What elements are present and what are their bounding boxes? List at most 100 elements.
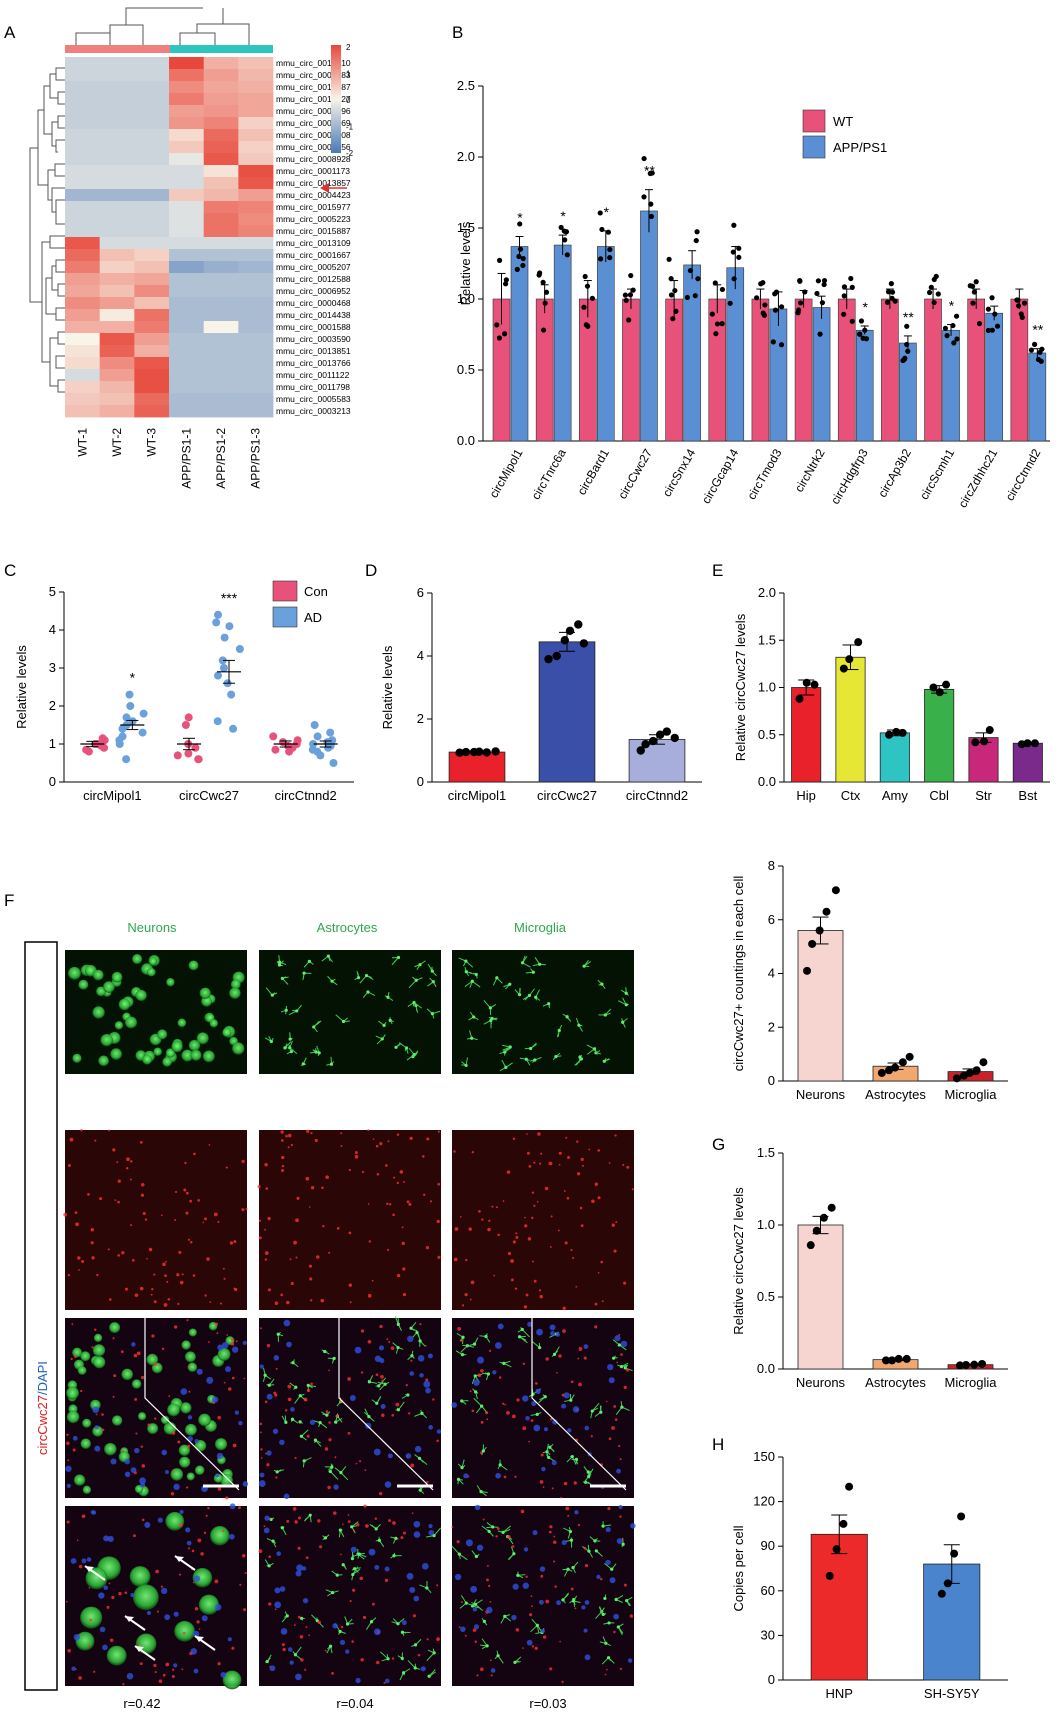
cell-body	[133, 1584, 159, 1611]
rna-signal	[553, 1535, 556, 1538]
cell-body	[214, 1438, 228, 1451]
heatmap-cell	[238, 69, 274, 82]
data-point	[494, 322, 500, 328]
rna-signal	[274, 1608, 277, 1611]
glial-soma	[332, 1356, 336, 1361]
bar	[924, 298, 942, 442]
rna-signal	[367, 1339, 372, 1344]
data-point	[736, 254, 742, 260]
rna-signal	[214, 1579, 219, 1584]
rna-signal	[616, 1361, 619, 1364]
dapi-nucleus	[349, 1395, 356, 1402]
rna-signal	[359, 1460, 362, 1463]
rna-signal	[146, 1257, 148, 1260]
rna-signal	[155, 1569, 159, 1574]
dapi-nucleus	[605, 1527, 611, 1533]
rna-signal	[391, 1413, 395, 1417]
cell-body	[165, 1511, 185, 1531]
rna-signal	[549, 1525, 553, 1529]
bar	[683, 264, 701, 442]
rna-signal	[130, 1224, 133, 1227]
rna-signal	[396, 1273, 401, 1278]
rna-signal	[474, 1640, 477, 1643]
inset-outline	[144, 1318, 240, 1491]
heatmap-cell	[134, 105, 170, 118]
rna-signal	[496, 1527, 500, 1531]
data-point	[126, 702, 135, 710]
heatmap-cell	[238, 369, 274, 382]
rna-signal	[386, 1202, 389, 1206]
cell-body	[82, 1485, 92, 1495]
data-point	[933, 273, 939, 279]
dapi-nucleus	[540, 1628, 545, 1634]
data-point	[943, 1579, 952, 1588]
bar	[769, 308, 788, 442]
x-tick-label: Ctx	[841, 788, 861, 803]
glial-soma	[313, 1438, 318, 1442]
rna-signal	[540, 1152, 543, 1155]
rna-signal	[479, 1667, 484, 1672]
micrograph-tile	[452, 950, 634, 1074]
rna-signal	[266, 1343, 271, 1348]
glial-soma	[432, 1533, 436, 1538]
heatmap-cell	[65, 117, 101, 130]
dapi-nucleus	[164, 1470, 169, 1475]
rna-signal	[258, 1549, 263, 1554]
data-point	[887, 1356, 896, 1365]
dapi-nucleus	[130, 1593, 135, 1598]
heatmap-cell	[169, 213, 205, 226]
glial-soma	[470, 979, 474, 983]
rna-signal	[260, 1431, 262, 1434]
glial-soma	[410, 1354, 414, 1358]
glial-soma	[323, 1349, 327, 1354]
heatmap-cell	[203, 273, 239, 286]
data-point	[329, 759, 338, 767]
data-point	[821, 281, 827, 288]
y-tick-label: 1.5	[457, 220, 475, 235]
rna-signal	[229, 1241, 234, 1245]
glial-soma	[571, 1566, 575, 1570]
rna-signal	[264, 1251, 269, 1256]
rna-signal	[66, 1433, 69, 1436]
data-point	[736, 245, 742, 251]
rna-signal	[360, 1371, 364, 1374]
rna-signal	[162, 1673, 166, 1677]
rna-signal	[257, 1185, 261, 1189]
rna-signal	[562, 1329, 566, 1333]
glial-soma	[502, 1361, 506, 1365]
heatmap-cell	[65, 357, 101, 370]
row-label: mmu_circ_0003213	[276, 406, 351, 416]
dapi-nucleus	[421, 1562, 429, 1570]
rna-signal	[139, 1662, 143, 1666]
panel-label-e: E	[712, 561, 723, 580]
bar	[535, 298, 554, 442]
glial-soma	[394, 1045, 398, 1049]
bar	[835, 656, 866, 783]
rna-signal	[432, 1398, 435, 1401]
rna-signal	[495, 1535, 498, 1538]
data-point	[862, 327, 868, 333]
data-point	[214, 610, 223, 619]
rna-signal	[356, 1523, 360, 1527]
glial-soma	[538, 962, 542, 966]
glial-soma	[501, 1530, 505, 1534]
heatmap-cell	[99, 141, 135, 154]
heatmap-cell	[238, 237, 274, 250]
heatmap-cell	[65, 249, 101, 262]
rna-signal	[549, 1667, 553, 1671]
dapi-nucleus	[374, 1564, 380, 1570]
rna-signal	[458, 1626, 461, 1629]
glial-soma	[293, 1653, 298, 1657]
rna-signal	[70, 1357, 73, 1361]
rna-signal	[69, 1137, 74, 1142]
data-point	[980, 737, 989, 746]
data-point	[985, 306, 992, 312]
rna-signal	[557, 1229, 560, 1232]
cell-body	[92, 1344, 106, 1357]
rna-signal	[95, 1413, 98, 1416]
rna-signal	[297, 1516, 301, 1520]
data-point	[839, 664, 848, 673]
glial-soma	[380, 1037, 384, 1041]
rna-signal	[464, 1634, 467, 1637]
dapi-nucleus	[561, 1403, 567, 1409]
